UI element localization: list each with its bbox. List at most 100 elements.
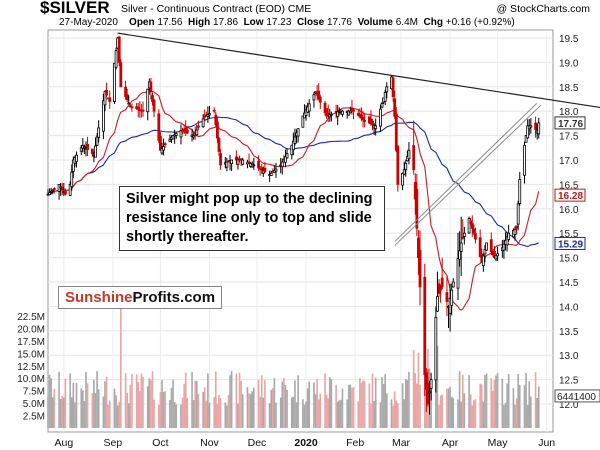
volume-bar — [305, 401, 307, 428]
candle-body — [64, 190, 67, 195]
volume-bar — [515, 398, 518, 428]
volume-bar — [271, 388, 274, 428]
x-tick-label: 2020 — [294, 437, 318, 449]
candle-body — [529, 125, 533, 128]
volume-bar — [169, 399, 171, 428]
volume-bar — [495, 375, 497, 428]
volume-bar — [107, 404, 109, 428]
volume-bar — [458, 371, 461, 428]
candle-body — [105, 89, 108, 96]
volume-bar — [80, 388, 83, 428]
volume-bar — [330, 379, 333, 428]
candle-body — [257, 161, 260, 169]
volume-bar — [316, 378, 318, 428]
volume-bar — [518, 384, 521, 428]
candle-body — [241, 159, 245, 165]
candle-body — [141, 109, 145, 112]
candle-body — [128, 105, 132, 108]
candle-body — [219, 153, 222, 166]
candle-body — [196, 125, 200, 128]
volume-bar — [340, 399, 342, 428]
candle-body — [208, 113, 211, 116]
volume-bar — [153, 399, 155, 428]
volume-bar — [450, 396, 453, 428]
price-badge — [554, 188, 586, 202]
volume-bar — [102, 396, 105, 428]
volume-bar — [325, 394, 328, 428]
volume-bar — [249, 394, 252, 428]
chg-label: Chg — [423, 17, 443, 28]
volume-bar — [161, 379, 163, 428]
open-value: 17.56 — [157, 17, 183, 28]
candle-body — [52, 188, 56, 190]
volume-bar — [96, 371, 98, 428]
volume-bar — [302, 399, 304, 428]
volume-bar — [384, 374, 387, 428]
price-tick-label: 15.0 — [559, 254, 579, 265]
volume-bar — [341, 388, 344, 428]
volume-bar — [235, 373, 238, 428]
volume-bar — [150, 380, 152, 428]
candle-body — [285, 153, 289, 159]
candle-body — [179, 130, 183, 138]
volume-bar — [53, 388, 56, 428]
volume-bar — [72, 382, 75, 428]
volume-bar — [480, 384, 483, 428]
volume-bar — [335, 384, 337, 428]
candle-body — [470, 222, 474, 229]
volume-bar — [374, 377, 377, 428]
volume-bar — [162, 391, 165, 428]
candle-body — [90, 148, 94, 155]
high-label: High — [187, 17, 211, 28]
x-tick-label: Jun — [538, 437, 555, 449]
candle-body — [401, 173, 405, 186]
candle-body — [426, 383, 430, 405]
x-tick-label: Nov — [200, 437, 219, 449]
volume-bar — [439, 395, 442, 428]
volume-bar — [336, 401, 339, 428]
volume-bar — [192, 400, 195, 428]
candle-body — [493, 250, 496, 258]
volume-bar — [484, 374, 486, 428]
candle-body — [79, 147, 83, 152]
open-label: Open — [129, 17, 155, 28]
price-tick-label: 15.5 — [559, 229, 579, 240]
volume-bar — [390, 399, 393, 428]
candle-body — [171, 135, 175, 140]
price-tick-label: 12.5 — [559, 376, 579, 387]
volume-bar — [275, 402, 277, 428]
candle-body — [458, 250, 461, 260]
volume-bar — [127, 403, 130, 428]
volume-bar — [295, 402, 298, 428]
volume-bar — [172, 379, 174, 428]
candle-body — [451, 281, 455, 288]
volume-badge — [554, 389, 600, 403]
candle-body — [328, 114, 332, 118]
candle-body — [114, 50, 118, 68]
volume-bar — [463, 393, 466, 428]
candle-body — [461, 236, 465, 239]
price-tick-label: 14.5 — [559, 278, 579, 289]
price-tick-label: 18.0 — [559, 107, 579, 118]
chg-value: +0.16 (+0.92%) — [445, 17, 515, 28]
volume-bar — [157, 404, 160, 428]
volume-bar — [129, 384, 132, 428]
volume-bar — [471, 405, 474, 428]
volume-bar — [406, 380, 409, 428]
candle-body — [236, 159, 240, 165]
candle-body — [158, 136, 162, 151]
candle-body — [318, 96, 322, 103]
volume-bar — [430, 382, 432, 428]
chart-annotation: Silver might pop up to the declining res… — [119, 186, 385, 251]
volume-tick-label: 22.5M — [17, 312, 45, 323]
price-tick-label: 19.5 — [559, 34, 579, 45]
candle-body — [230, 159, 234, 165]
volume-bar — [135, 374, 138, 428]
volume-bar — [507, 373, 510, 428]
volume-bar — [473, 400, 475, 428]
volume-bar — [503, 405, 505, 428]
support-line-2 — [394, 104, 542, 246]
volume-bar — [184, 372, 187, 428]
contract-name: Silver - Continuous Contract (EOD) CME — [121, 3, 312, 15]
